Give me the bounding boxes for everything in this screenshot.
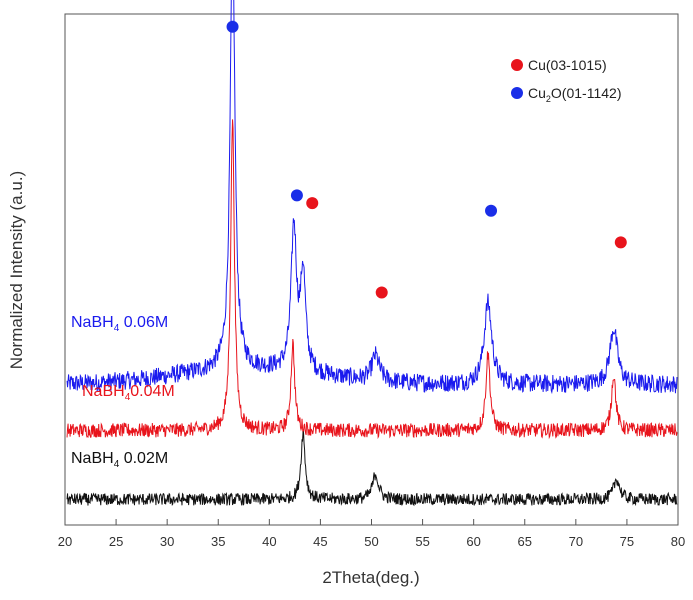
x-ticks: 20 25 30 35 40 45 50 55 60 65 70 75 80 [58, 519, 685, 549]
x-tick-label: 25 [109, 534, 123, 549]
peak-marker [614, 236, 627, 249]
x-tick-label: 40 [262, 534, 276, 549]
series-layer [66, 0, 678, 507]
x-tick-label: 45 [313, 534, 327, 549]
markers-layer [226, 20, 627, 299]
x-tick-label: 20 [58, 534, 72, 549]
trace-label-2: NaBH40.04M [82, 383, 175, 403]
trace-label-3: NaBH4 0.02M [71, 450, 168, 470]
y-axis-title: Normalized Intensity (a.u.) [7, 171, 26, 369]
legend: Cu(03-1015) Cu2O(01-1142) [511, 57, 621, 104]
legend-entry: Cu2O(01-1142) [528, 85, 621, 104]
series-line-1 [66, 0, 678, 395]
x-tick-label: 75 [620, 534, 634, 549]
series-line-3 [66, 431, 678, 507]
x-tick-label: 30 [160, 534, 174, 549]
x-tick-label: 55 [415, 534, 429, 549]
x-tick-label: 50 [364, 534, 378, 549]
x-tick-label: 65 [518, 534, 532, 549]
x-tick-label: 60 [466, 534, 480, 549]
trace-labels: NaBH4 0.06M NaBH40.04M NaBH4 0.02M [71, 314, 175, 470]
legend-marker [511, 59, 523, 71]
x-tick-label: 70 [569, 534, 583, 549]
peak-marker [290, 189, 303, 202]
peak-marker [306, 197, 319, 210]
peak-marker [375, 286, 388, 299]
legend-entry: Cu(03-1015) [528, 57, 607, 73]
peak-marker [226, 20, 239, 33]
x-tick-label: 80 [671, 534, 685, 549]
series-line-2 [66, 119, 678, 440]
x-axis-title: 2Theta(deg.) [322, 568, 419, 587]
legend-marker [511, 87, 523, 99]
trace-label-1: NaBH4 0.06M [71, 314, 168, 334]
x-tick-label: 35 [211, 534, 225, 549]
peak-marker [485, 204, 498, 217]
